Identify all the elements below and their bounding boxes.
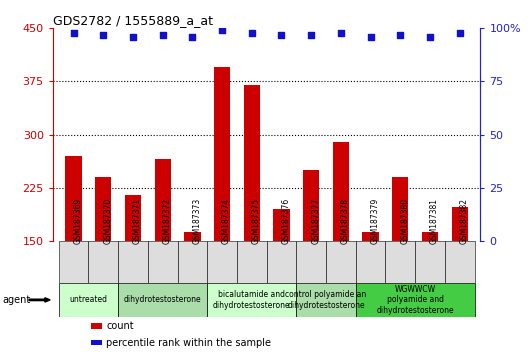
Bar (125, 195, 141, 347)
Text: GSM187375: GSM187375 (252, 198, 261, 244)
Bar (362, 232, 379, 347)
Bar (274, 209, 290, 347)
Bar (243, 85, 260, 347)
FancyBboxPatch shape (118, 241, 148, 283)
Text: GSM187369: GSM187369 (73, 198, 82, 244)
Text: GSM187379: GSM187379 (371, 198, 380, 244)
FancyBboxPatch shape (296, 241, 326, 283)
Text: count: count (106, 321, 134, 331)
Point (99, 32, 108, 38)
Text: GSM187381: GSM187381 (430, 198, 439, 244)
Text: GSM187380: GSM187380 (400, 198, 409, 244)
Bar (214, 67, 230, 347)
FancyBboxPatch shape (177, 241, 207, 283)
Text: bicalutamide and
dihydrotestosterone: bicalutamide and dihydrotestosterone (213, 290, 290, 310)
FancyBboxPatch shape (356, 283, 475, 316)
FancyBboxPatch shape (415, 241, 445, 283)
Text: dihydrotestosterone: dihydrotestosterone (124, 295, 202, 304)
Text: percentile rank within the sample: percentile rank within the sample (106, 338, 271, 348)
Point (69, 30, 78, 35)
Bar (303, 170, 319, 347)
Point (307, 32, 315, 38)
Point (248, 30, 256, 35)
Point (366, 34, 375, 40)
Text: control polyamide an
dihydrotestosterone: control polyamide an dihydrotestosterone (286, 290, 366, 310)
FancyBboxPatch shape (207, 241, 237, 283)
FancyBboxPatch shape (326, 241, 356, 283)
Bar (91, 323, 102, 329)
FancyBboxPatch shape (296, 283, 356, 316)
Text: GSM187378: GSM187378 (341, 198, 350, 244)
Point (456, 30, 464, 35)
Point (129, 34, 137, 40)
Point (396, 32, 404, 38)
Text: GSM187374: GSM187374 (222, 198, 231, 244)
Text: GSM187373: GSM187373 (192, 198, 201, 244)
Bar (451, 207, 468, 347)
FancyBboxPatch shape (356, 241, 385, 283)
Bar (422, 232, 438, 347)
FancyBboxPatch shape (59, 241, 89, 283)
Bar (392, 177, 409, 347)
Text: agent: agent (3, 295, 31, 305)
Text: WGWWCW
polyamide and
dihydrotestosterone: WGWWCW polyamide and dihydrotestosterone (376, 285, 454, 315)
FancyBboxPatch shape (59, 283, 118, 316)
FancyBboxPatch shape (267, 241, 296, 283)
Bar (155, 159, 171, 347)
Point (218, 28, 227, 33)
Point (188, 34, 196, 40)
FancyBboxPatch shape (237, 241, 267, 283)
FancyBboxPatch shape (207, 283, 296, 316)
Point (337, 30, 345, 35)
FancyBboxPatch shape (118, 283, 207, 316)
Text: GSM187382: GSM187382 (460, 198, 469, 244)
Text: GSM187371: GSM187371 (133, 198, 142, 244)
Text: GSM187377: GSM187377 (311, 198, 320, 244)
Text: GSM187370: GSM187370 (103, 198, 112, 244)
Point (426, 34, 434, 40)
Bar (95, 177, 111, 347)
Point (158, 32, 167, 38)
Text: GDS2782 / 1555889_a_at: GDS2782 / 1555889_a_at (53, 14, 213, 27)
FancyBboxPatch shape (89, 241, 118, 283)
Text: GSM187376: GSM187376 (281, 198, 290, 244)
Bar (184, 232, 201, 347)
FancyBboxPatch shape (445, 241, 475, 283)
Bar (65, 156, 82, 347)
Bar (333, 142, 349, 347)
FancyBboxPatch shape (148, 241, 177, 283)
Text: GSM187372: GSM187372 (163, 198, 172, 244)
Bar (91, 340, 102, 346)
Text: untreated: untreated (70, 295, 107, 304)
Point (277, 32, 286, 38)
FancyBboxPatch shape (385, 241, 415, 283)
